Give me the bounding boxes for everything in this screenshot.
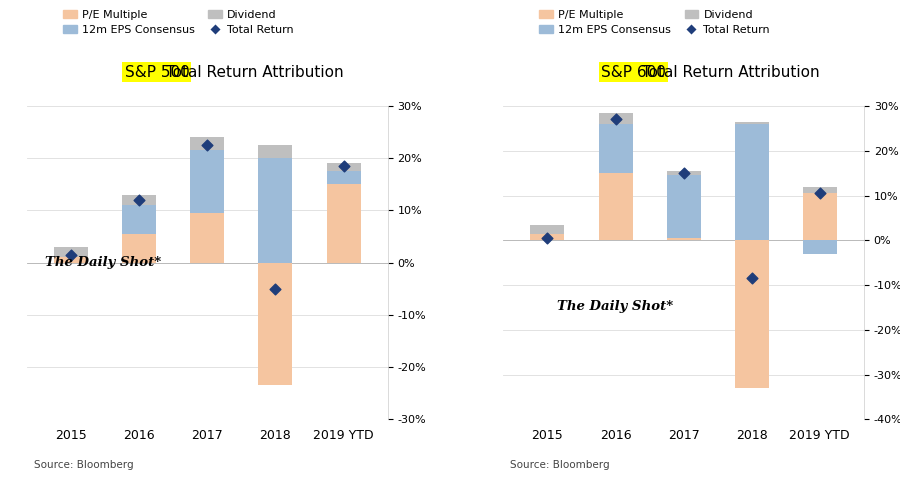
Bar — [122, 234, 157, 263]
Bar — [530, 225, 564, 234]
Text: Total Return Attribution: Total Return Attribution — [637, 65, 820, 80]
Point — [64, 252, 78, 259]
Bar — [734, 121, 769, 124]
Text: The Daily Shot*: The Daily Shot* — [557, 300, 673, 313]
Text: S&P 600: S&P 600 — [601, 65, 666, 80]
Bar — [327, 185, 361, 263]
Point — [744, 274, 759, 282]
Point — [677, 169, 691, 177]
Bar — [122, 205, 157, 234]
Bar — [803, 193, 837, 241]
Bar — [598, 113, 633, 124]
Text: S&P 500: S&P 500 — [124, 65, 189, 80]
Text: Source: Bloomberg: Source: Bloomberg — [34, 460, 134, 470]
Bar — [667, 175, 700, 238]
Bar — [191, 137, 224, 150]
Text: Source: Bloomberg: Source: Bloomberg — [510, 460, 610, 470]
Bar — [734, 124, 769, 241]
Point — [813, 189, 827, 197]
Bar — [327, 163, 361, 171]
Point — [268, 285, 283, 293]
Bar — [803, 241, 837, 254]
Bar — [54, 257, 88, 263]
Point — [337, 162, 351, 170]
Bar — [258, 158, 292, 263]
Bar — [667, 171, 700, 175]
Bar — [734, 241, 769, 388]
Bar — [258, 263, 292, 386]
Bar — [191, 150, 224, 213]
Point — [132, 196, 147, 204]
Bar — [327, 171, 361, 185]
Point — [200, 141, 214, 149]
Point — [608, 116, 623, 123]
Legend: P/E Multiple, 12m EPS Consensus, Dividend, Total Return: P/E Multiple, 12m EPS Consensus, Dividen… — [58, 5, 298, 40]
Bar — [803, 187, 837, 193]
Point — [540, 234, 554, 242]
Bar — [191, 213, 224, 263]
Text: Total Return Attribution: Total Return Attribution — [161, 65, 344, 80]
Bar — [598, 173, 633, 241]
Bar — [598, 124, 633, 173]
Bar — [122, 195, 157, 205]
Legend: P/E Multiple, 12m EPS Consensus, Dividend, Total Return: P/E Multiple, 12m EPS Consensus, Dividen… — [535, 5, 775, 40]
Bar — [54, 247, 88, 257]
Bar — [530, 234, 564, 241]
Text: The Daily Shot*: The Daily Shot* — [45, 256, 161, 269]
Bar — [667, 238, 700, 241]
Bar — [258, 145, 292, 158]
